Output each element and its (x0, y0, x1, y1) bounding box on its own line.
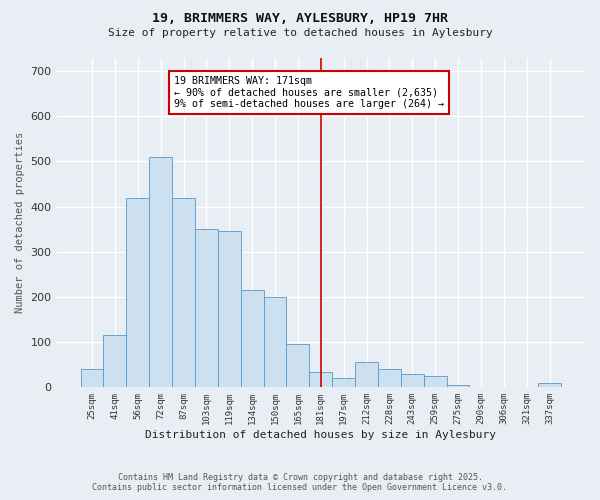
Bar (286, 344, 310, 388)
Text: 19, BRIMMERS WAY, AYLESBURY, HP19 7HR: 19, BRIMMERS WAY, AYLESBURY, HP19 7HR (152, 12, 448, 26)
Text: 19 BRIMMERS WAY: 171sqm
← 90% of detached houses are smaller (2,635)
9% of semi-: 19 BRIMMERS WAY: 171sqm ← 90% of detache… (175, 76, 445, 109)
Bar (149, 157, 172, 388)
Bar (332, 378, 355, 388)
Bar (310, 372, 332, 388)
Bar (195, 229, 218, 388)
Bar (127, 198, 149, 388)
Bar (424, 376, 446, 388)
Bar (355, 362, 378, 388)
Bar (103, 336, 127, 388)
Bar (241, 290, 263, 388)
Text: Size of property relative to detached houses in Aylesbury: Size of property relative to detached ho… (107, 28, 493, 38)
Bar (172, 198, 195, 388)
Bar (378, 370, 401, 388)
Y-axis label: Number of detached properties: Number of detached properties (15, 132, 25, 313)
Bar (263, 297, 286, 388)
Bar (218, 232, 241, 388)
X-axis label: Distribution of detached houses by size in Aylesbury: Distribution of detached houses by size … (145, 430, 496, 440)
Bar (446, 385, 469, 388)
Text: Contains HM Land Registry data © Crown copyright and database right 2025.
Contai: Contains HM Land Registry data © Crown c… (92, 473, 508, 492)
Bar (80, 370, 103, 388)
Bar (538, 383, 561, 388)
Bar (401, 374, 424, 388)
